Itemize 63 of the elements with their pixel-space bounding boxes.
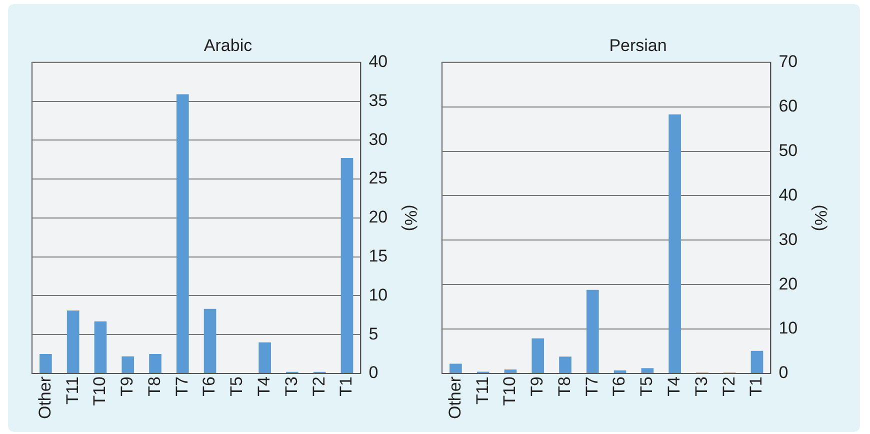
y-tick-label: 40 xyxy=(778,185,798,204)
y-tick-label: 30 xyxy=(778,230,798,249)
bar xyxy=(586,290,599,373)
x-tick-label: T8 xyxy=(554,376,574,396)
bar xyxy=(340,158,354,373)
x-tick-label: T4 xyxy=(254,376,274,396)
bar xyxy=(258,342,271,373)
bar xyxy=(641,368,654,373)
x-tick-label: T10 xyxy=(90,376,110,406)
bar xyxy=(504,369,517,373)
x-tick-label: T3 xyxy=(692,376,711,396)
bar xyxy=(40,354,52,373)
x-tick-label: Other xyxy=(35,376,54,420)
x-tick-label: T1 xyxy=(336,376,356,396)
bar xyxy=(559,356,572,373)
x-tick-label: T11 xyxy=(472,376,492,405)
bar xyxy=(204,308,216,373)
x-tick-label: T9 xyxy=(118,376,137,396)
y-tick-label: 40 xyxy=(368,52,388,72)
bar xyxy=(176,94,189,373)
y-tick-label: 70 xyxy=(778,52,798,72)
x-tick-label: T9 xyxy=(528,376,547,396)
bar xyxy=(122,356,134,373)
y-tick-label: 0 xyxy=(368,363,378,382)
x-tick-label: Other xyxy=(445,376,464,420)
y-axis-title: (%) xyxy=(811,204,830,232)
y-tick-label: 5 xyxy=(368,324,378,344)
x-tick-label: T5 xyxy=(637,376,656,396)
x-tick-label: T11 xyxy=(62,376,82,405)
bar xyxy=(668,114,681,373)
bar xyxy=(532,338,544,373)
bar xyxy=(66,310,80,373)
y-tick-label: 20 xyxy=(778,274,798,294)
y-tick-label: 0 xyxy=(778,363,788,382)
x-tick-label: T8 xyxy=(144,376,164,396)
x-tick-label: T10 xyxy=(500,376,520,406)
y-tick-label: 20 xyxy=(368,208,388,227)
bar xyxy=(149,354,162,373)
x-tick-label: T4 xyxy=(664,376,684,396)
y-tick-label: 10 xyxy=(778,318,798,338)
x-tick-label: T3 xyxy=(282,376,301,396)
chart-title: Persian xyxy=(609,36,667,55)
y-tick-label: 25 xyxy=(368,168,388,188)
y-tick-label: 50 xyxy=(778,140,798,160)
y-axis-title: (%) xyxy=(401,204,420,232)
y-tick-label: 15 xyxy=(368,246,388,266)
x-tick-label: T1 xyxy=(746,376,766,396)
x-tick-label: T6 xyxy=(200,376,219,396)
bar xyxy=(750,350,764,373)
bar xyxy=(450,364,462,373)
x-tick-label: T7 xyxy=(172,376,192,396)
x-tick-label: T6 xyxy=(610,376,629,396)
x-tick-label: T5 xyxy=(227,376,246,396)
x-tick-label: T2 xyxy=(719,376,738,396)
bar xyxy=(614,370,626,373)
chart-title: Arabic xyxy=(204,36,253,55)
y-tick-label: 35 xyxy=(368,90,388,110)
x-tick-label: T7 xyxy=(582,376,602,396)
y-tick-label: 60 xyxy=(778,96,798,116)
bar xyxy=(94,321,107,373)
y-tick-label: 10 xyxy=(368,285,388,304)
x-tick-label: T2 xyxy=(309,376,328,396)
y-tick-label: 30 xyxy=(368,130,388,149)
